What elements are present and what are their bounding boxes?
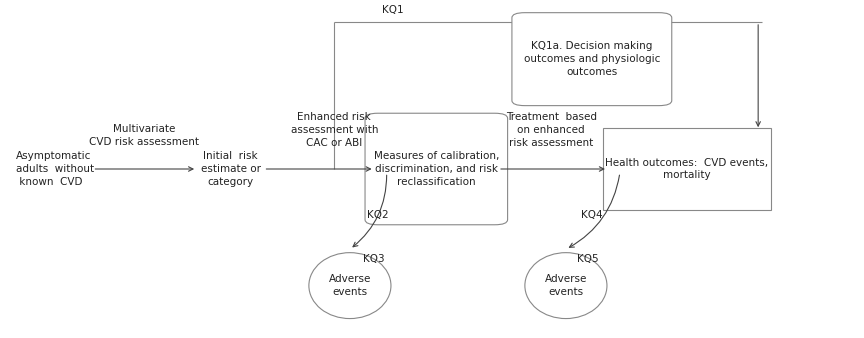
Text: Asymptomatic
adults  without
 known  CVD: Asymptomatic adults without known CVD xyxy=(16,151,93,187)
Text: Health outcomes:  CVD events,
mortality: Health outcomes: CVD events, mortality xyxy=(606,158,768,180)
Text: KQ1: KQ1 xyxy=(382,5,404,15)
Text: KQ1a. Decision making
outcomes and physiologic
outcomes: KQ1a. Decision making outcomes and physi… xyxy=(524,41,660,77)
FancyBboxPatch shape xyxy=(511,13,672,106)
Text: KQ3: KQ3 xyxy=(363,254,384,264)
Text: Enhanced risk
assessment with
CAC or ABI: Enhanced risk assessment with CAC or ABI xyxy=(290,112,378,148)
Ellipse shape xyxy=(309,252,391,318)
Text: KQ5: KQ5 xyxy=(577,254,599,264)
Text: KQ2: KQ2 xyxy=(367,210,389,220)
Text: Treatment  based
on enhanced
risk assessment: Treatment based on enhanced risk assessm… xyxy=(505,112,597,148)
Text: Adverse
events: Adverse events xyxy=(328,274,372,297)
Ellipse shape xyxy=(525,252,607,318)
FancyBboxPatch shape xyxy=(602,128,771,210)
Text: Adverse
events: Adverse events xyxy=(544,274,588,297)
Text: Measures of calibration,
discrimination, and risk
reclassification: Measures of calibration, discrimination,… xyxy=(373,151,499,187)
Text: Multivariate
CVD risk assessment: Multivariate CVD risk assessment xyxy=(89,124,200,147)
FancyBboxPatch shape xyxy=(365,113,508,225)
Text: Initial  risk
estimate or
category: Initial risk estimate or category xyxy=(200,151,261,187)
Text: KQ4: KQ4 xyxy=(581,210,602,220)
